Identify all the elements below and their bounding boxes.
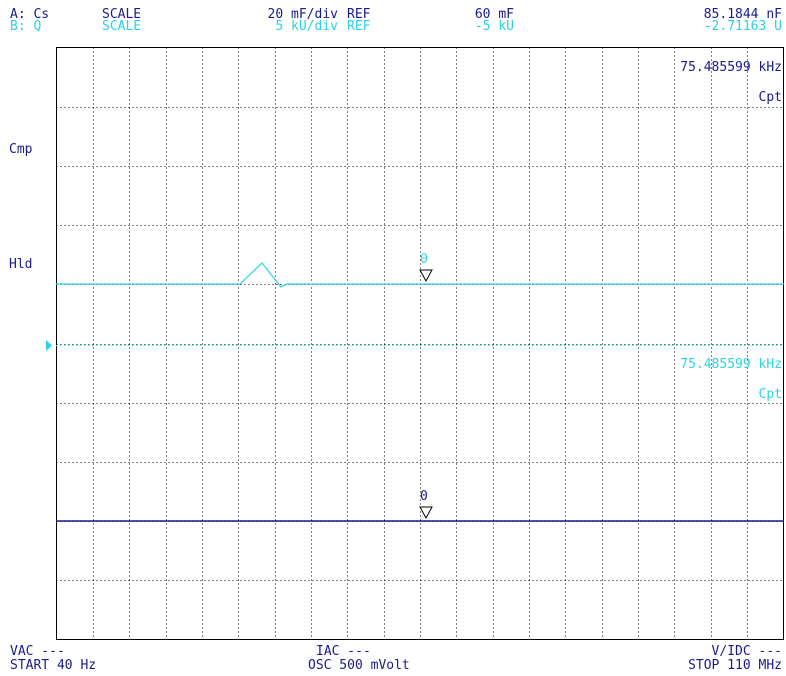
graticule-frame <box>56 47 784 640</box>
iac-label: IAC --- <box>316 644 371 659</box>
stop-frequency: STOP 110 MHz <box>688 658 782 673</box>
graticule <box>56 47 784 640</box>
trace-a-line <box>56 262 784 288</box>
trace-a-marker-param: Cpt <box>758 90 782 105</box>
cmp-label: Cmp <box>9 142 33 157</box>
trace-b-scale-value: 5 kU/div <box>275 19 338 34</box>
trace-b-ref-word: REF <box>347 19 371 34</box>
trace-b-marker-freq: 75.485599 kHz <box>680 357 782 372</box>
start-frequency: START 40 Hz <box>10 658 97 673</box>
trace-b-marker-value: -2.71163 U <box>703 19 782 34</box>
vdc-label: V/IDC --- <box>711 644 782 659</box>
trace-a-scale-word: SCALE <box>102 7 142 22</box>
trace-a-marker-triangle-icon <box>419 269 433 283</box>
trace-b-scale-word: SCALE <box>102 19 142 34</box>
trace-a-marker-number: 0 <box>420 252 428 267</box>
trace-a-marker-freq: 75.485599 kHz <box>680 60 782 75</box>
trace-a-scale-value: 20 mF/div <box>267 7 338 22</box>
vac-label: VAC --- <box>10 644 65 659</box>
trace-b-marker-triangle-icon <box>419 506 433 520</box>
osc-level: OSC 500 mVolt <box>308 658 410 673</box>
trace-a-marker-value: 85.1844 nF <box>703 7 782 22</box>
trace-a-ref-value: 60 mF <box>474 7 514 22</box>
hld-label: Hld <box>9 257 33 272</box>
trace-b-ref-value: -5 kU <box>474 19 514 34</box>
trace-b-marker-number: 0 <box>420 489 428 504</box>
trace-a-ref-word: REF <box>347 7 371 22</box>
trace-a-label: A: Cs <box>10 7 50 22</box>
trace-b-marker-param: Cpt <box>758 387 782 402</box>
trace-b-label: B: Q <box>10 19 42 34</box>
reference-marker-icon <box>46 340 52 351</box>
